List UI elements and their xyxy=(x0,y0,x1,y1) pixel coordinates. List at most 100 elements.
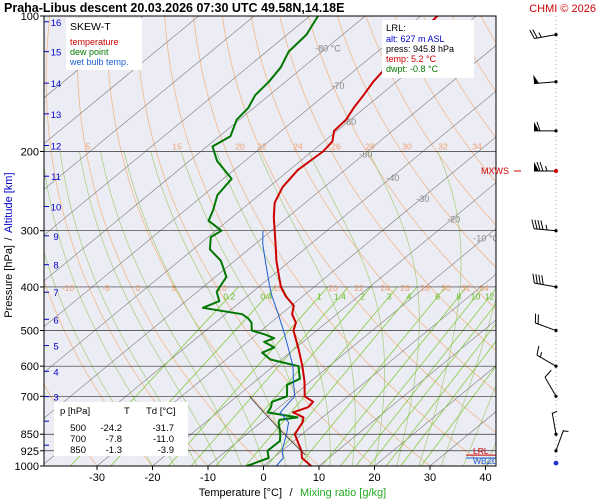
adiabat-label: -5 xyxy=(102,283,110,293)
temp-tick-label: 30 xyxy=(424,472,436,484)
adiabat-label: 28 xyxy=(420,283,430,293)
mixing-ratio-label: 10 xyxy=(471,291,481,301)
isotherm-label: -30 xyxy=(416,194,429,204)
adiabat-label: 5 xyxy=(86,142,91,152)
isotherm xyxy=(44,90,496,465)
isotherm xyxy=(485,456,496,466)
table-cell: 500 xyxy=(70,423,86,434)
barb-half-flag xyxy=(539,351,543,358)
mixing-ratio-label: 4 xyxy=(407,291,412,301)
table-cell: -24.2 xyxy=(100,423,122,434)
adiabat-label: 24 xyxy=(380,283,390,293)
wind-barb xyxy=(533,74,558,85)
adiabat-label: 26 xyxy=(331,142,341,152)
barb-flag xyxy=(539,161,544,172)
barb-half-flag xyxy=(545,165,548,172)
adiabat-label: -10 xyxy=(62,283,75,293)
isotherm-label: -70 xyxy=(331,81,344,91)
isotherm xyxy=(152,182,496,466)
barb-flag xyxy=(536,121,541,132)
adiabat-label: 15 xyxy=(273,283,283,293)
wind-barb xyxy=(532,273,558,289)
mixing-ratio-label: 1.4 xyxy=(334,291,346,301)
mixing-ratio-label: 20 xyxy=(525,291,535,301)
pressure-tick-label: 700 xyxy=(21,391,39,403)
barb-flag xyxy=(536,345,540,356)
lrl-alt: alt: 627 m ASL xyxy=(386,34,445,44)
wind-barb xyxy=(529,29,558,39)
barb-flag xyxy=(540,220,544,230)
table-cell: -11.0 xyxy=(153,434,174,445)
table-cell: -7.8 xyxy=(106,434,122,445)
barb-base xyxy=(554,364,558,368)
mixing-ratio-line xyxy=(298,286,446,466)
isotherm xyxy=(44,16,310,236)
isotherm xyxy=(96,136,496,466)
barb-base xyxy=(554,394,558,398)
mixing-ratio-label: 17 xyxy=(512,291,522,301)
legend-title: SKEW-T xyxy=(70,21,111,33)
temp-tick-label: 10 xyxy=(313,472,325,484)
lrl-box xyxy=(382,20,474,78)
barb-base xyxy=(554,328,558,333)
altitude-tick-label: 16 xyxy=(51,18,62,29)
adiabat-label: 22 xyxy=(354,283,364,293)
adiabat-label: 28 xyxy=(365,142,375,152)
adiabat-label: 22 xyxy=(257,142,267,152)
altitude-tick-label: 9 xyxy=(53,232,58,243)
legend-box xyxy=(66,18,142,70)
dry-adiabat xyxy=(538,16,600,466)
adiabat-label: 30 xyxy=(402,142,412,152)
lrl-temp: temp: 5.2 °C xyxy=(386,54,437,64)
plot-background xyxy=(44,16,496,466)
mixing-ratio-line xyxy=(368,303,496,466)
altitude-tick-label: 14 xyxy=(51,79,62,90)
dry-adiabat xyxy=(365,16,496,226)
mxws-label: MXWS xyxy=(481,166,509,176)
dry-adiabat xyxy=(308,16,496,310)
series-wet-bulb-temp- xyxy=(262,230,296,466)
pressure-tick-label: 100 xyxy=(21,11,39,23)
barb-staff xyxy=(544,376,557,397)
dry-adiabat xyxy=(336,16,496,268)
adiabat-label: 34 xyxy=(472,142,482,152)
isotherm xyxy=(44,16,421,328)
isotherm-label: -20 xyxy=(447,214,460,224)
mixing-ratio-label: 3 xyxy=(387,291,392,301)
table-header-td: Td [°C] xyxy=(146,406,176,417)
wind-barb xyxy=(534,313,558,333)
altitude-tick-label: 11 xyxy=(51,172,61,183)
lrl-dwpt: dwpt: -0.8 °C xyxy=(386,64,439,74)
mixing-ratio-label: 14 xyxy=(497,291,507,301)
temp-tick-label: -10 xyxy=(200,472,216,484)
barb-flag xyxy=(537,219,541,230)
isotherm-labels: 0.2 0.4 1 1.4 2 3 4 6 8 10 12 14 17 20 25-80 °C-70-60-… xyxy=(62,43,535,301)
adiabat-label: 32 xyxy=(461,283,471,293)
altitude-tick-label: 3 xyxy=(53,393,58,404)
wind-barb xyxy=(554,429,569,453)
dry-adiabat xyxy=(567,16,600,466)
barb-pennant xyxy=(534,121,539,131)
table-header-p: p [hPa] xyxy=(60,406,90,417)
copyright: CHMI © 2026 xyxy=(529,3,596,15)
barb-staff xyxy=(555,429,564,451)
barb-flag xyxy=(535,274,538,284)
barb-pennant xyxy=(533,74,540,84)
table-cell: -3.9 xyxy=(158,445,174,456)
isotherm xyxy=(44,45,496,419)
barb-flag xyxy=(544,369,552,378)
barb-staff xyxy=(536,354,557,367)
temp-tick-label: 40 xyxy=(479,472,491,484)
series-temperature xyxy=(272,16,439,466)
table-header-t: T xyxy=(124,406,130,417)
altitude-tick-label: 5 xyxy=(53,342,58,353)
temp-tick-label: -20 xyxy=(145,472,161,484)
table-cell: 850 xyxy=(70,445,86,456)
isotherm xyxy=(207,228,496,466)
wbzl-label: WBZL xyxy=(473,456,497,466)
wind-barb xyxy=(531,219,558,233)
chart-title: Praha-Libus descent 20.03.2026 07:30 UTC… xyxy=(4,1,344,15)
barb-flag xyxy=(538,274,541,285)
wind-barb xyxy=(551,410,558,436)
